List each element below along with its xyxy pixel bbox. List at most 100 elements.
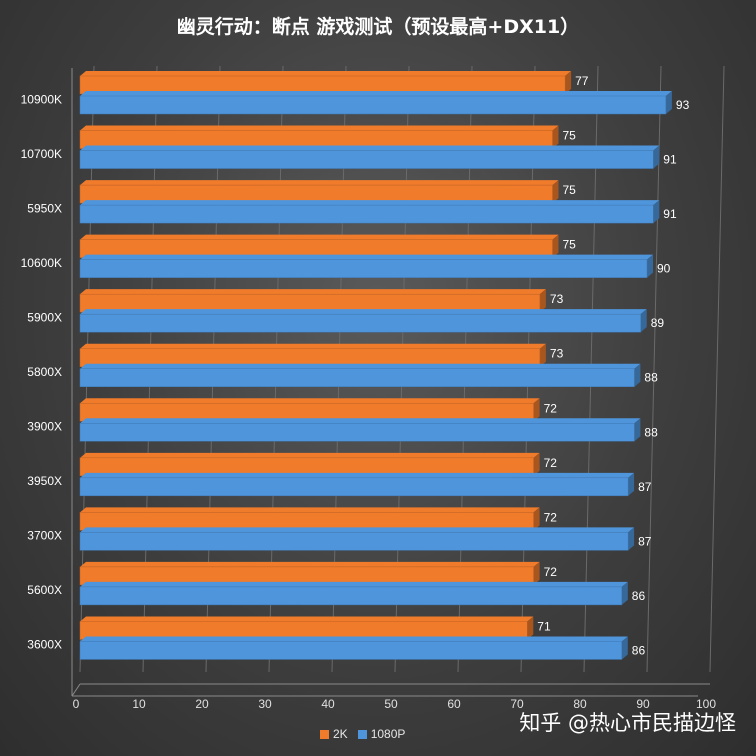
bar-side-face xyxy=(647,254,653,278)
data-label: 88 xyxy=(644,371,658,385)
legend: 2K 1080P xyxy=(320,727,405,741)
bar-top-face xyxy=(80,254,653,260)
legend-label-1080p: 1080P xyxy=(370,727,406,741)
bar-1080p xyxy=(79,259,648,278)
data-label: 87 xyxy=(638,534,652,548)
data-label: 72 xyxy=(544,456,558,470)
bar-side-face xyxy=(628,472,635,496)
bar-top-face xyxy=(80,71,572,76)
bar-top-face xyxy=(80,581,628,587)
legend-swatch-2k xyxy=(320,729,329,739)
bar-top-face xyxy=(80,418,641,424)
bar-1080p xyxy=(79,95,667,115)
bar-top-face xyxy=(80,234,559,240)
x-tick-label: 10 xyxy=(132,697,146,711)
bar-top-face xyxy=(80,616,534,622)
data-label: 86 xyxy=(632,643,646,657)
bar-1080p xyxy=(79,586,623,606)
gridline xyxy=(709,65,725,673)
bar-top-face xyxy=(80,507,540,513)
data-label: 89 xyxy=(651,316,665,330)
x-tick-label: 80 xyxy=(573,697,587,711)
data-label: 75 xyxy=(563,238,577,252)
x-tick-label: 40 xyxy=(321,697,335,711)
category-label: 3900X xyxy=(27,420,62,434)
x-tick-label: 50 xyxy=(384,697,398,711)
data-label: 71 xyxy=(537,619,551,633)
bar-side-face xyxy=(539,343,546,367)
bar-side-face xyxy=(539,289,546,313)
bar-1080p xyxy=(79,477,629,497)
data-label: 88 xyxy=(644,425,658,439)
bar-side-face xyxy=(533,398,540,422)
x-tick-label: 70 xyxy=(510,697,524,711)
gridline xyxy=(646,65,662,673)
bar-side-face xyxy=(634,418,641,442)
bar-side-face xyxy=(640,309,647,333)
category-label: 5600X xyxy=(27,583,62,597)
x-tick-label: 60 xyxy=(447,697,461,711)
category-label: 5800X xyxy=(27,365,62,379)
bar-side-face xyxy=(628,527,635,551)
chart-title: 幽灵行动：断点 游戏测试（预设最高+DX11） xyxy=(176,16,580,38)
bar-top-face xyxy=(80,289,546,295)
category-label: 10700K xyxy=(21,147,62,161)
x-tick-label: 30 xyxy=(258,697,272,711)
bar-side-face xyxy=(565,71,572,94)
bar-top-face xyxy=(80,561,540,567)
bar-1080p xyxy=(79,150,654,169)
category-label: 5900X xyxy=(27,310,62,324)
x-tick-label: 0 xyxy=(73,697,80,711)
x-tick-label: 90 xyxy=(636,697,650,711)
bar-top-face xyxy=(80,472,635,478)
bar-1080p xyxy=(79,368,635,387)
bar-top-face xyxy=(80,363,641,369)
watermark: 知乎 @热心市民描边怪 xyxy=(519,711,736,735)
bar-side-face xyxy=(533,507,540,531)
bar-top-face xyxy=(80,343,546,349)
data-label: 86 xyxy=(632,589,646,603)
bar-top-face xyxy=(80,180,559,186)
category-label: 3700X xyxy=(27,529,62,543)
bar-top-face xyxy=(80,200,660,206)
bar-side-face xyxy=(533,452,540,476)
data-label: 73 xyxy=(550,292,564,306)
bar-top-face xyxy=(80,309,647,315)
x-tick-label: 100 xyxy=(696,697,716,711)
bar-side-face xyxy=(653,200,660,224)
bar-side-face xyxy=(533,561,540,585)
data-label: 73 xyxy=(550,347,564,361)
bar-1080p xyxy=(79,313,641,333)
x-tick-label: 20 xyxy=(195,697,209,711)
data-label: 93 xyxy=(676,98,690,112)
bar-side-face xyxy=(665,91,672,114)
bar-side-face xyxy=(653,145,660,169)
legend-item-1080p: 1080P xyxy=(357,727,406,741)
bar-top-face xyxy=(80,125,559,131)
bar-side-face xyxy=(621,581,628,605)
category-label: 3950X xyxy=(27,474,62,488)
data-label: 87 xyxy=(638,480,652,494)
legend-item-2k: 2K xyxy=(320,727,348,741)
data-label: 75 xyxy=(563,183,577,197)
bar-side-face xyxy=(552,234,559,258)
data-label: 91 xyxy=(663,153,677,167)
data-label: 90 xyxy=(657,262,671,276)
bar-top-face xyxy=(80,91,672,96)
floor-edge xyxy=(71,683,81,697)
bar-1080p xyxy=(79,204,654,224)
bar-side-face xyxy=(552,180,559,204)
data-label: 91 xyxy=(663,207,677,221)
category-label: 10900K xyxy=(21,92,62,106)
bar-top-face xyxy=(80,145,660,151)
data-label: 72 xyxy=(544,510,558,524)
bar-side-face xyxy=(621,636,628,660)
category-label: 3600X xyxy=(27,638,62,652)
legend-swatch-1080p xyxy=(357,729,367,739)
bar-top-face xyxy=(80,636,628,642)
bar-top-face xyxy=(80,452,540,458)
bar-side-face xyxy=(634,363,641,387)
bar-1080p xyxy=(79,423,635,442)
